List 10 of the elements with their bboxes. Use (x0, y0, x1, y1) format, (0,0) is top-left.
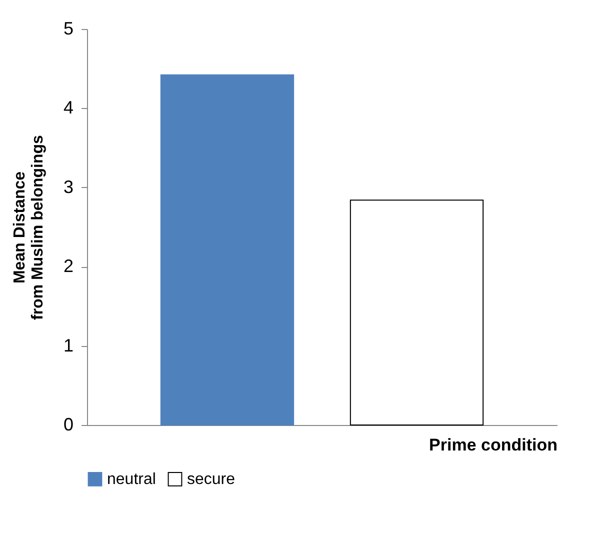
legend-label: secure (187, 471, 236, 488)
y-tick-label: 1 (63, 335, 74, 356)
x-axis-title: Prime condition (429, 436, 558, 454)
legend-label: neutral (107, 471, 156, 488)
y-tick-label: 3 (63, 176, 74, 197)
y-tick-label: 0 (63, 414, 74, 434)
y-tick-label: 4 (63, 98, 74, 118)
y-axis-title: Mean Distance from Muslim belongings (11, 134, 46, 320)
y-tick-label: 2 (63, 256, 74, 276)
y-tick-label: 5 (63, 18, 74, 38)
